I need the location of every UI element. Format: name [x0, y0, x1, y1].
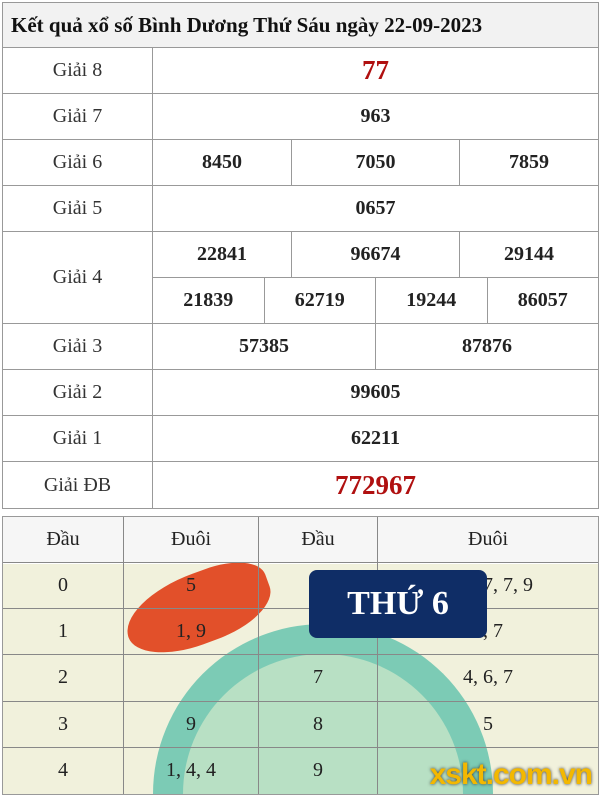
- prize-number: 21839: [183, 289, 234, 311]
- prize-number: 62719: [263, 278, 376, 323]
- column-header: Đầu: [258, 517, 377, 562]
- background-illustration: [3, 550, 598, 794]
- column-header: Đuôi: [377, 517, 598, 562]
- prize-number: 87876: [375, 324, 598, 369]
- prize-label: Giải 2: [3, 370, 153, 415]
- prize-label: Giải 3: [3, 324, 153, 369]
- page-title: Kết quả xổ số Bình Dương Thứ Sáu ngày 22…: [3, 3, 598, 48]
- prize-number: 77: [362, 55, 389, 85]
- prize-number: 57385: [239, 335, 289, 357]
- prize-row: Giải 8 77: [3, 48, 598, 94]
- head-digit: 1: [58, 620, 68, 643]
- head-digit: 9: [258, 747, 377, 794]
- prize-number: 29144: [459, 232, 598, 277]
- head-digit: 0: [58, 574, 68, 597]
- prize-label: Giải 5: [3, 186, 153, 231]
- prize-label: Giải 8: [3, 48, 153, 93]
- loto-header-row: Đầu Đuôi Đầu Đuôi: [3, 517, 598, 563]
- prize-number: 96674: [291, 232, 459, 277]
- prize-label: Giải 1: [3, 416, 153, 461]
- tail-digits: [123, 655, 258, 701]
- tail-digits: 9: [123, 701, 258, 747]
- prize-number: 22841: [197, 243, 247, 265]
- prize-row: Giải ĐB 772967: [3, 462, 598, 508]
- tail-digits: [377, 747, 598, 794]
- head-digit: 8: [258, 701, 377, 747]
- tail-digits: 4, 6, 7: [377, 655, 598, 701]
- prize-row: Giải 6 8450 7050 7859: [3, 140, 598, 186]
- prize-number: 7859: [459, 140, 598, 185]
- head-digit: 4: [58, 759, 68, 782]
- prize-number: 19244: [375, 278, 487, 323]
- loto-row: 11, 963, 7: [3, 609, 598, 656]
- prize-number: 86057: [486, 278, 599, 323]
- prize-number: 772967: [335, 469, 416, 500]
- head-digit: 7: [258, 655, 377, 701]
- prize-row: Giải 5 0657: [3, 186, 598, 232]
- prize-number: 7050: [291, 140, 459, 185]
- prize-label: Giải 6: [3, 140, 153, 185]
- results-table: Kết quả xổ số Bình Dương Thứ Sáu ngày 22…: [2, 2, 599, 509]
- prize-label: Giải 7: [3, 94, 153, 139]
- loto-table: THỨ 6 xskt.com.vn ĐầuĐuôiĐầuĐuôi0550, 0,…: [2, 516, 599, 795]
- prize-label: Giải 4: [3, 232, 153, 323]
- head-digit: 3: [58, 712, 68, 735]
- prize-row: Giải 4 22841 96674 29144 21839 62719 19244 8605…: [3, 232, 598, 324]
- column-header: Đầu: [46, 528, 80, 550]
- day-badge: THỨ 6: [309, 570, 487, 638]
- head-digit: 2: [58, 666, 68, 689]
- prize-row: Giải 1 62211: [3, 416, 598, 462]
- tail-digits: 1, 4, 4: [123, 747, 258, 794]
- prize-row: Giải 2 99605: [3, 370, 598, 416]
- prize-label: Giải ĐB: [3, 462, 153, 508]
- tail-digits: 1, 9: [123, 609, 258, 655]
- loto-row: 2 7 4, 6, 7: [3, 655, 598, 702]
- prize-row: Giải 3 57385 87876: [3, 324, 598, 370]
- prize-row: Giải 7 963: [3, 94, 598, 140]
- tail-digits: 5: [377, 701, 598, 747]
- column-header: Đuôi: [123, 517, 258, 562]
- prize-number: 8450: [202, 151, 242, 173]
- prize-number: 963: [360, 105, 391, 127]
- prize-number: 62211: [351, 427, 400, 449]
- loto-row: 0550, 0, 7, 7, 9: [3, 563, 598, 610]
- prize-number: 99605: [350, 381, 401, 403]
- watermark-logo: xskt.com.vn: [429, 758, 593, 791]
- tail-digits: 5: [123, 563, 258, 609]
- prize-number: 0657: [355, 197, 396, 219]
